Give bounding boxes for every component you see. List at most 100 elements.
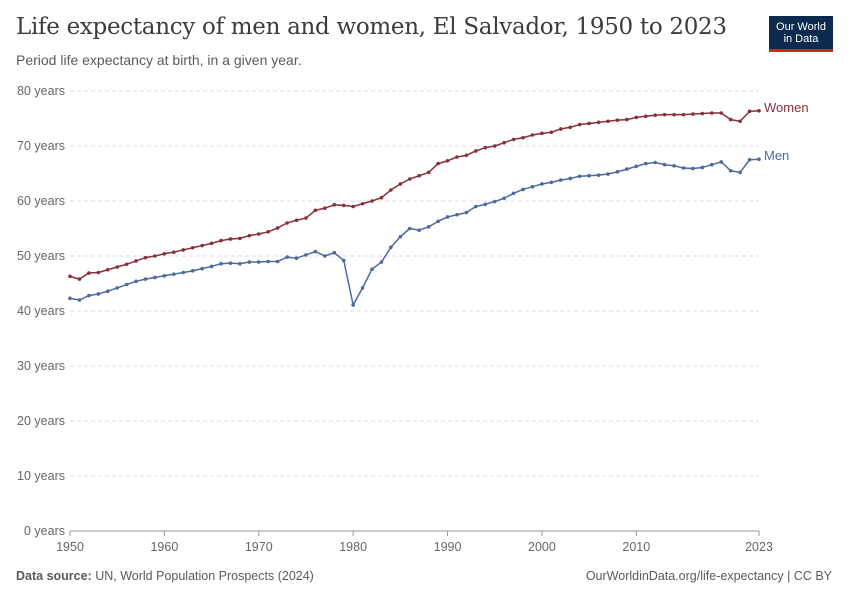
y-tick-label: 60 years [17,194,65,208]
data-point-men [96,292,101,296]
data-point-women [521,135,525,140]
data-point-women [738,119,742,124]
data-point-men [719,160,724,164]
data-point-women [728,117,733,122]
data-point-women [266,230,271,234]
data-point-men [379,260,384,264]
data-point-men [124,282,129,287]
data-point-women [577,122,582,127]
data-point-women [643,114,648,119]
data-point-men [190,269,195,273]
y-tick-label: 40 years [17,304,65,318]
y-tick-label: 70 years [17,139,65,153]
data-point-men [615,170,620,174]
data-point-men [521,187,525,192]
source-url-link[interactable]: OurWorldinData.org/life-expectancy | CC … [585,569,832,583]
x-tick-label: 1980 [339,540,367,554]
data-point-women [757,109,761,113]
data-point-men [275,259,280,264]
chart-title: Life expectancy of men and women, El Sal… [16,14,727,40]
x-tick-label: 1970 [245,540,273,554]
data-point-men [209,264,214,269]
data-point-men [105,289,110,294]
data-source-label: Data source: [16,569,92,583]
data-point-men [587,173,591,178]
data-point-women [417,173,422,178]
y-tick-label: 20 years [17,414,65,428]
data-point-men [625,167,629,171]
data-point-men [341,258,346,263]
data-point-women [172,250,176,254]
data-point-women [77,277,82,281]
chart-subtitle: Period life expectancy at birth, in a gi… [16,52,302,68]
y-tick-label: 30 years [17,359,65,373]
data-point-men [464,210,469,215]
data-point-men [747,157,752,162]
data-point-women [568,125,573,130]
x-tick-label: 1990 [434,540,462,554]
data-point-women [691,112,695,116]
data-point-men [549,180,554,185]
series-label-women: Women [764,100,809,115]
data-point-men [474,204,478,209]
data-point-men [407,226,412,231]
data-point-women [681,112,686,117]
data-point-men [757,157,761,161]
data-point-women [115,265,119,269]
data-point-men [323,254,327,258]
data-point-women [653,113,657,117]
data-point-men [455,212,459,217]
data-point-men [653,160,657,165]
data-point-men [360,286,365,290]
data-point-women [247,233,252,238]
data-point-men [700,165,705,170]
data-point-women [219,238,223,243]
data-point-women [124,262,129,267]
data-point-women [464,153,469,158]
x-tick-label: 1950 [56,540,84,554]
data-point-men [351,303,355,307]
data-point-women [313,208,318,213]
data-point-men [256,260,261,264]
data-point-women [625,117,629,122]
data-point-women [351,204,355,209]
data-point-women [436,161,440,166]
data-point-men [672,164,676,168]
data-point-women [587,121,591,126]
y-tick-label: 50 years [17,249,65,263]
series-label-men: Men [764,148,789,163]
data-point-men [606,172,610,176]
data-point-women [549,130,554,135]
data-point-women [256,232,261,236]
data-point-women [540,131,544,136]
data-point-women [634,115,639,120]
data-point-women [445,159,450,163]
data-point-women [341,203,346,208]
data-point-women [719,111,724,115]
data-point-men [558,178,563,182]
data-source: Data source: UN, World Population Prospe… [16,569,314,583]
data-point-women [153,254,157,258]
owid-logo[interactable]: Our World in Data [769,16,833,52]
data-point-men [511,191,516,196]
logo-line-1: Our World [776,20,826,33]
data-point-men [502,196,506,201]
line-chart: 0 years 10 years 20 years 30 years 40 years 5… [17,84,809,554]
data-point-women [379,195,384,200]
y-tick-label: 0 years [24,524,65,538]
data-point-men [389,245,393,249]
data-point-women [181,248,186,252]
data-point-men [266,259,271,264]
data-point-men [426,225,431,229]
data-point-women [304,216,308,220]
data-point-men [228,261,233,265]
data-point-men [445,215,450,219]
data-point-women [96,270,101,275]
data-point-women [238,236,242,241]
data-point-women [162,252,167,256]
x-tick-label: 1960 [150,540,178,554]
data-point-women [710,111,714,115]
data-point-women [332,203,337,207]
data-point-women [323,206,327,210]
data-point-women [105,267,110,272]
